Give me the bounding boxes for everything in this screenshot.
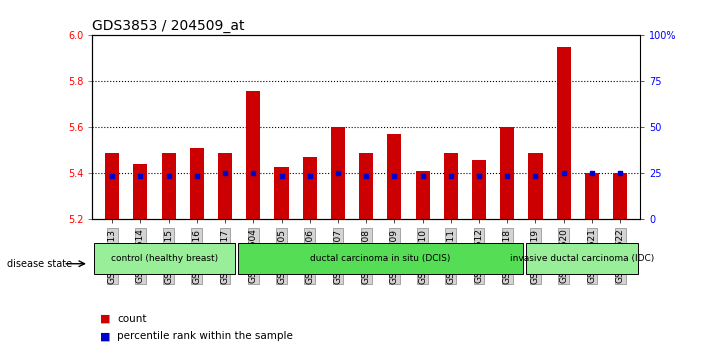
Text: ductal carcinoma in situ (DCIS): ductal carcinoma in situ (DCIS) bbox=[311, 254, 451, 263]
Bar bbox=[331, 127, 345, 219]
Point bbox=[501, 173, 513, 179]
Point bbox=[247, 171, 259, 176]
Bar bbox=[274, 167, 289, 219]
Bar bbox=[246, 91, 260, 219]
Bar bbox=[161, 153, 176, 219]
Text: disease state: disease state bbox=[7, 259, 73, 269]
Text: ■: ■ bbox=[100, 314, 110, 324]
Point bbox=[276, 173, 287, 179]
Text: GDS3853 / 204509_at: GDS3853 / 204509_at bbox=[92, 19, 245, 33]
Bar bbox=[387, 135, 402, 219]
Point bbox=[530, 173, 541, 179]
Bar bbox=[190, 148, 204, 219]
Point bbox=[107, 173, 118, 179]
Text: count: count bbox=[117, 314, 146, 324]
Bar bbox=[528, 153, 542, 219]
FancyBboxPatch shape bbox=[526, 243, 638, 274]
Point bbox=[220, 171, 231, 176]
Bar bbox=[105, 153, 119, 219]
Bar bbox=[359, 153, 373, 219]
FancyBboxPatch shape bbox=[94, 243, 235, 274]
Bar bbox=[613, 173, 627, 219]
Text: control (healthy breast): control (healthy breast) bbox=[111, 254, 218, 263]
Point bbox=[614, 171, 626, 176]
Point bbox=[332, 171, 343, 176]
Point bbox=[163, 173, 174, 179]
Bar bbox=[585, 173, 599, 219]
Bar bbox=[134, 164, 147, 219]
Text: invasive ductal carcinoma (IDC): invasive ductal carcinoma (IDC) bbox=[510, 254, 654, 263]
Point bbox=[134, 173, 146, 179]
Bar bbox=[303, 158, 317, 219]
Bar bbox=[444, 153, 458, 219]
Point bbox=[474, 173, 485, 179]
Point bbox=[389, 173, 400, 179]
Bar bbox=[557, 47, 571, 219]
Point bbox=[587, 171, 598, 176]
Point bbox=[304, 173, 316, 179]
Point bbox=[360, 173, 372, 179]
Point bbox=[558, 171, 570, 176]
Text: percentile rank within the sample: percentile rank within the sample bbox=[117, 331, 293, 341]
Point bbox=[417, 173, 428, 179]
Point bbox=[445, 173, 456, 179]
Bar bbox=[415, 171, 429, 219]
FancyBboxPatch shape bbox=[238, 243, 523, 274]
Bar bbox=[472, 160, 486, 219]
Point bbox=[191, 173, 203, 179]
Text: ■: ■ bbox=[100, 331, 110, 341]
Bar bbox=[501, 127, 514, 219]
Bar bbox=[218, 153, 232, 219]
